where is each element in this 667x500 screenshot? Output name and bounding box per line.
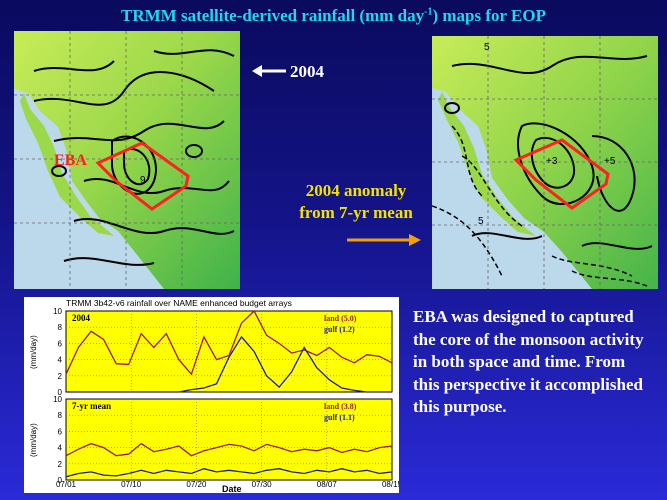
label-2004: 2004 [290, 62, 324, 81]
y-tick-label: 4 [58, 444, 63, 453]
y-tick-label: 8 [58, 411, 63, 420]
series-line-land [65, 309, 393, 376]
series-line-gulf [66, 335, 392, 393]
y-tick-label: 0 [58, 388, 63, 397]
legend-entry: gulf (1.1) [324, 413, 355, 422]
panel-background [65, 310, 393, 393]
y-tick-label: 6 [58, 427, 63, 436]
chart-xlabel: Date [222, 484, 242, 493]
y-tick-label: 10 [53, 395, 62, 404]
contour-label-9: 9 [140, 175, 146, 186]
anomaly-contour-label: +3 [546, 156, 558, 167]
x-tick-label: 07/30 [252, 480, 273, 489]
anomaly-contour-label: 5 [478, 216, 484, 227]
legend-entry: gulf (1.2) [324, 325, 355, 334]
chart-ylabel-top: (mm/day) [29, 335, 38, 369]
series-line-land [65, 442, 393, 457]
x-tick-label: 07/20 [186, 480, 207, 489]
legend-entry: land (3.8) [324, 402, 357, 411]
anomaly-label: 2004 anomaly from 7-yr mean [299, 181, 413, 222]
x-tick-label: 08/15 [382, 480, 399, 489]
x-tick-label: 07/01 [56, 480, 77, 489]
y-tick-label: 10 [53, 307, 62, 316]
anomaly-contour-label: +5 [604, 156, 616, 167]
eba-label: EBA [54, 152, 87, 169]
rainfall-anomaly-map: 5 +3 +5 5 [432, 36, 658, 289]
y-tick-label: 8 [58, 323, 63, 332]
legend-entry: land (5.0) [324, 314, 357, 323]
description-text: EBA was designed to captured the core of… [413, 307, 644, 416]
y-tick-label: 6 [58, 339, 63, 348]
x-tick-label: 08/07 [317, 480, 338, 489]
arrow-left-icon [252, 65, 286, 77]
series-line-gulf [65, 468, 393, 478]
chart-ylabel-bottom: (mm/day) [29, 423, 38, 457]
y-tick-label: 2 [58, 460, 63, 469]
panel-label: 7-yr mean [72, 401, 111, 411]
chart-title: TRMM 3b42-v6 rainfall over NAME enhanced… [66, 298, 292, 308]
y-tick-label: 0 [58, 476, 63, 485]
panel-label: 2004 [72, 313, 91, 323]
anomaly-contour-label: 5 [484, 42, 490, 53]
y-tick-label: 2 [58, 372, 63, 381]
page-title: TRMM satellite-derived rainfall (mm day-… [121, 6, 546, 25]
rainfall-map-2004: 9 EBA [14, 31, 240, 289]
x-tick-label: 07/10 [121, 480, 142, 489]
arrow-right-icon [347, 234, 421, 246]
panel-background [65, 398, 393, 481]
rainfall-time-series-chart: TRMM 3b42-v6 rainfall over NAME enhanced… [24, 297, 399, 493]
y-tick-label: 4 [58, 356, 63, 365]
